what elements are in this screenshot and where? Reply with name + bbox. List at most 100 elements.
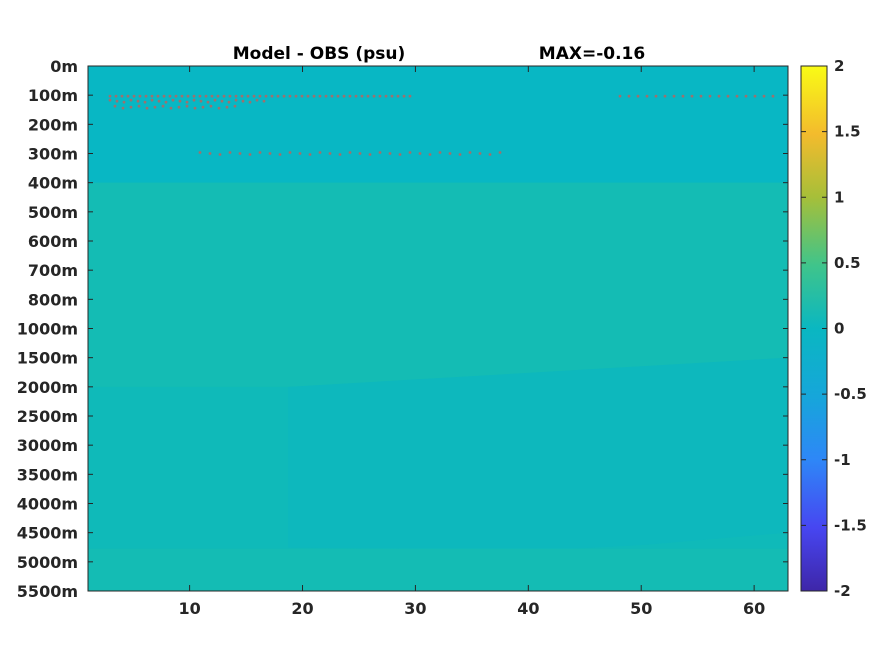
contour-mark bbox=[185, 104, 189, 108]
x-tick-label: 20 bbox=[291, 599, 313, 618]
contour-mark bbox=[234, 98, 238, 102]
contour-mark bbox=[138, 94, 142, 98]
contour-mark bbox=[354, 94, 358, 98]
contour-mark bbox=[258, 151, 262, 154]
contour-mark bbox=[171, 98, 175, 102]
contour-mark bbox=[390, 94, 394, 98]
contour-mark bbox=[762, 94, 766, 98]
field-band-bottom bbox=[88, 548, 788, 591]
contour-mark bbox=[193, 106, 197, 110]
contour-mark bbox=[726, 94, 730, 98]
contour-mark bbox=[233, 104, 237, 108]
y-tick-label: 4000m bbox=[17, 495, 78, 514]
contour-mark bbox=[318, 151, 322, 154]
contour-mark bbox=[398, 153, 402, 156]
contour-mark bbox=[366, 94, 370, 98]
contour-mark bbox=[220, 99, 224, 103]
contour-mark bbox=[300, 94, 304, 98]
contour-mark bbox=[438, 151, 442, 154]
contour-mark bbox=[132, 94, 136, 98]
max-annotation: MAX=-0.16 bbox=[539, 44, 645, 64]
contour-mark bbox=[150, 98, 154, 102]
contour-mark bbox=[735, 94, 739, 98]
contour-mark bbox=[225, 105, 229, 109]
contour-mark bbox=[408, 94, 412, 98]
colorbar-tick-label: -1 bbox=[834, 451, 851, 469]
contour-mark bbox=[246, 94, 250, 98]
contour-mark bbox=[168, 94, 172, 98]
colorbar-tick-label: 1.5 bbox=[834, 123, 861, 141]
colorbar-tick-label: 0.5 bbox=[834, 254, 861, 272]
contour-mark bbox=[771, 94, 775, 98]
contour-mark bbox=[372, 94, 376, 98]
contour-mark bbox=[342, 94, 346, 98]
contour-mark bbox=[636, 94, 640, 98]
contour-mark bbox=[169, 106, 173, 110]
contour-mark bbox=[108, 98, 112, 102]
contour-mark bbox=[115, 99, 119, 103]
contour-mark bbox=[228, 151, 232, 154]
contour-mark bbox=[150, 94, 154, 98]
contour-mark bbox=[234, 94, 238, 98]
contour-mark bbox=[408, 151, 412, 154]
colorbar-tick-label: -0.5 bbox=[834, 385, 867, 403]
y-tick-label: 100m bbox=[28, 86, 78, 105]
contour-mark bbox=[402, 94, 406, 98]
contour-mark bbox=[663, 94, 667, 98]
contour-mark bbox=[418, 152, 422, 155]
contour-mark bbox=[264, 94, 268, 98]
contour-mark bbox=[396, 94, 400, 98]
contour-mark bbox=[157, 99, 161, 103]
contour-mark bbox=[199, 99, 203, 103]
contour-mark bbox=[348, 151, 352, 154]
contour-mark bbox=[162, 94, 166, 98]
y-tick-label: 5500m bbox=[17, 582, 78, 601]
chart-title: Model - OBS (psu) bbox=[233, 44, 406, 64]
x-tick-label: 30 bbox=[404, 599, 426, 618]
contour-mark bbox=[198, 151, 202, 154]
contour-mark bbox=[156, 94, 160, 98]
contour-mark bbox=[618, 94, 622, 98]
contour-mark bbox=[121, 106, 125, 110]
contour-mark bbox=[448, 152, 452, 155]
y-tick-label: 300m bbox=[28, 145, 78, 164]
contour-mark bbox=[278, 153, 282, 156]
colorbar-tick-label: 2 bbox=[834, 57, 844, 75]
contour-mark bbox=[153, 105, 157, 109]
y-tick-label: 400m bbox=[28, 174, 78, 193]
contour-mark bbox=[180, 94, 184, 98]
contour-mark bbox=[174, 94, 178, 98]
colorbar-tick-label: -1.5 bbox=[834, 516, 867, 534]
y-tick-label: 200m bbox=[28, 115, 78, 134]
contour-mark bbox=[164, 100, 168, 104]
contour-mark bbox=[360, 94, 364, 98]
y-tick-label: 1000m bbox=[17, 320, 78, 339]
y-tick-label: 700m bbox=[28, 261, 78, 280]
contour-mark bbox=[306, 94, 310, 98]
contour-mark bbox=[186, 94, 190, 98]
y-tick-label: 1500m bbox=[17, 349, 78, 368]
contour-mark bbox=[204, 94, 208, 98]
contour-mark bbox=[192, 98, 196, 102]
contour-mark bbox=[192, 94, 196, 98]
contour-mark bbox=[312, 94, 316, 98]
contour-mark bbox=[378, 151, 382, 154]
contour-mark bbox=[136, 99, 140, 103]
contour-mark bbox=[161, 104, 165, 108]
contour-mark bbox=[218, 153, 222, 156]
contour-mark bbox=[388, 152, 392, 155]
contour-mark bbox=[209, 104, 213, 108]
contour-mark bbox=[122, 100, 126, 104]
contour-mark bbox=[358, 152, 362, 155]
contour-mark bbox=[137, 104, 141, 108]
contour-mark bbox=[468, 151, 472, 154]
contour-mark bbox=[143, 100, 147, 104]
y-tick-label: 5000m bbox=[17, 553, 78, 572]
contour-mark bbox=[348, 94, 352, 98]
colorbar-tick-label: 0 bbox=[834, 320, 844, 338]
contour-mark bbox=[217, 106, 221, 110]
contour-mark bbox=[114, 94, 118, 98]
y-axis: 0m 100m 200m 300m 400m 500m 600m 700m 800m 1000m 1… bbox=[17, 57, 788, 601]
